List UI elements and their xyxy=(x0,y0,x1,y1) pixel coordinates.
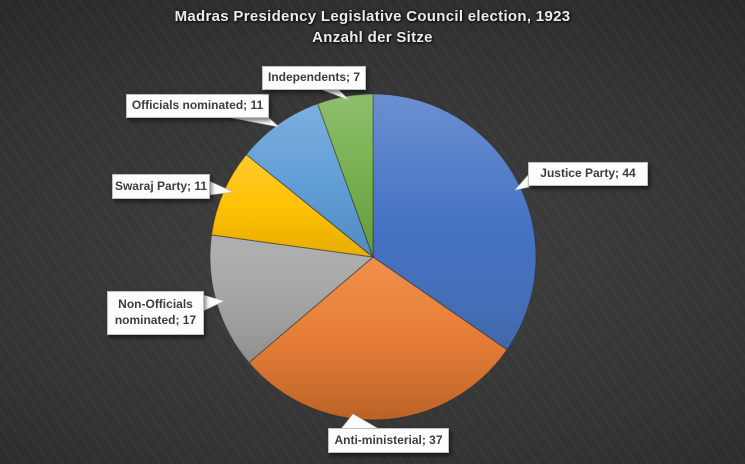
callout-swaraj-party-label: Swaraj Party; 11 xyxy=(114,178,208,193)
callout-officials-nominated-label: Officials nominated; 11 xyxy=(131,98,264,113)
callout-anti-ministerial-label: Anti-ministerial; 37 xyxy=(334,432,443,447)
callout-non-officials-nominated-label: Non-Officials nominated; 17 xyxy=(114,297,197,327)
callout-pointer-officials-nominated xyxy=(226,116,280,128)
chart-title: Madras Presidency Legislative Council el… xyxy=(174,8,571,25)
callout-justice-party[interactable]: Justice Party; 44 xyxy=(528,162,648,186)
chart-title-block: Madras Presidency Legislative Council el… xyxy=(0,6,745,48)
pie-slices-group xyxy=(209,93,537,421)
callout-non-officials-nominated[interactable]: Non-Officials nominated; 17 xyxy=(107,291,204,335)
chart-subtitle: Anzahl der Sitze xyxy=(312,29,433,46)
callout-justice-party-label: Justice Party; 44 xyxy=(540,166,636,181)
callout-swaraj-party[interactable]: Swaraj Party; 11 xyxy=(112,174,210,199)
callout-independents-label: Independents; 7 xyxy=(267,70,360,85)
callout-independents[interactable]: Independents; 7 xyxy=(262,66,366,90)
callout-officials-nominated[interactable]: Officials nominated; 11 xyxy=(126,94,269,118)
callout-anti-ministerial[interactable]: Anti-ministerial; 37 xyxy=(328,428,449,453)
callout-pointers-group xyxy=(202,88,530,430)
